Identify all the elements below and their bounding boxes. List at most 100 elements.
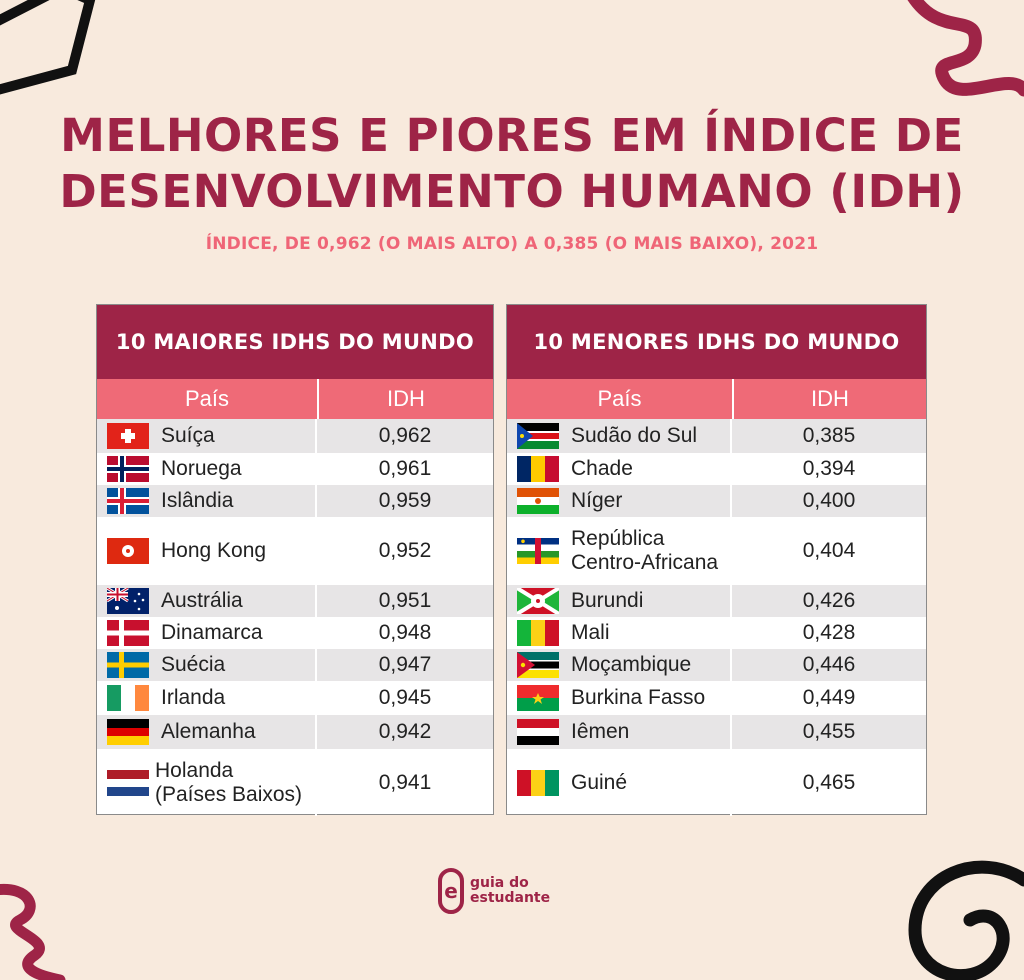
country-name: Suíça xyxy=(161,424,215,447)
country-name: Níger xyxy=(571,489,623,512)
country-name: Alemanha xyxy=(161,720,256,743)
denmark-flag-icon xyxy=(107,620,149,646)
spiral-decoration xyxy=(908,860,1024,980)
sweden-flag-icon xyxy=(107,652,149,678)
logo-text-line-1: guia do xyxy=(470,875,529,891)
table-row: Moçambique 0,446 xyxy=(507,649,926,681)
idh-value: 0,959 xyxy=(378,489,432,512)
niger-flag-icon xyxy=(517,488,559,514)
idh-value: 0,394 xyxy=(802,457,856,480)
south-sudan-flag-icon xyxy=(517,423,559,449)
idh-value: 0,449 xyxy=(802,686,856,709)
bottom-table-heading: 10 MENORES IDHS DO MUNDO xyxy=(507,305,926,379)
country-name: República Centro-Africana xyxy=(571,527,719,574)
idh-value: 0,455 xyxy=(802,720,856,743)
table-row: Suécia 0,947 xyxy=(97,649,493,681)
top-hdi-table: 10 MAIORES IDHS DO MUNDO País IDH Suíça … xyxy=(96,304,494,816)
hong-kong-flag-icon xyxy=(107,538,149,564)
idh-value: 0,426 xyxy=(802,589,856,612)
table-row: Noruega 0,961 xyxy=(97,453,493,485)
idh-value: 0,948 xyxy=(378,621,432,644)
logo-text-line-2: estudante xyxy=(470,890,551,906)
country-name: Dinamarca xyxy=(161,621,263,644)
idh-value: 0,428 xyxy=(802,621,856,644)
guinea-flag-icon xyxy=(517,769,559,796)
idh-value: 0,945 xyxy=(378,686,432,709)
country-name: Suécia xyxy=(161,653,226,676)
idh-value: 0,446 xyxy=(802,653,856,676)
australia-flag-icon xyxy=(107,588,149,614)
idh-value: 0,947 xyxy=(378,653,432,676)
idh-value: 0,941 xyxy=(378,770,432,794)
page-subtitle: ÍNDICE, DE 0,962 (O MAIS ALTO) A 0,385 (… xyxy=(205,234,819,254)
table-row: Dinamarca 0,948 xyxy=(97,617,493,649)
ireland-flag-icon xyxy=(107,685,149,711)
idh-value: 0,951 xyxy=(378,589,432,612)
table-row: Sudão do Sul 0,385 xyxy=(507,419,926,453)
country-name: Burkina Fasso xyxy=(571,686,706,709)
table-row: Guiné 0,465 xyxy=(507,749,926,816)
country-name: Iêmen xyxy=(571,720,630,743)
zigzag-decoration-bottom-left xyxy=(0,883,66,980)
column-header-idh: IDH xyxy=(811,386,849,411)
table-row: Níger 0,400 xyxy=(507,485,926,517)
guia-do-estudante-logo: e guia do estudante xyxy=(438,866,550,916)
country-name: Chade xyxy=(571,457,633,480)
country-name: Irlanda xyxy=(161,686,226,709)
mali-flag-icon xyxy=(517,620,559,646)
central-african-republic-flag-icon xyxy=(517,538,559,564)
table-row: Iêmen 0,455 xyxy=(507,715,926,749)
idh-value: 0,942 xyxy=(378,720,432,743)
column-header-country: País xyxy=(507,379,734,419)
table-row: República Centro-Africana 0,404 xyxy=(507,517,926,585)
table-row: Hong Kong 0,952 xyxy=(97,517,493,585)
square-outline-decoration xyxy=(0,0,96,95)
country-name: Mali xyxy=(571,621,610,644)
germany-flag-icon xyxy=(107,719,149,745)
burundi-flag-icon xyxy=(517,588,559,614)
logo-icon: e xyxy=(438,868,464,914)
table-row: Mali 0,428 xyxy=(507,617,926,649)
top-table-heading: 10 MAIORES IDHS DO MUNDO xyxy=(97,305,493,379)
idh-value: 0,404 xyxy=(802,539,856,562)
column-header-country: País xyxy=(97,379,319,419)
table-row: Islândia 0,959 xyxy=(97,485,493,517)
country-name: Hong Kong xyxy=(161,539,267,562)
country-name: Islândia xyxy=(161,489,234,512)
idh-value: 0,400 xyxy=(802,489,856,512)
title-line-1: MELHORES E PIORES EM ÍNDICE DE xyxy=(60,109,964,162)
idh-value: 0,465 xyxy=(802,770,856,794)
country-name: Sudão do Sul xyxy=(571,424,698,447)
idh-value: 0,385 xyxy=(802,424,856,447)
country-name: Holanda (Países Baixos) xyxy=(155,758,303,806)
idh-value: 0,952 xyxy=(378,539,432,562)
iceland-flag-icon xyxy=(107,488,149,514)
table-row: Suíça 0,962 xyxy=(97,419,493,453)
country-name: Guiné xyxy=(571,770,628,794)
idh-value: 0,962 xyxy=(378,424,432,447)
bottom-hdi-table: 10 MENORES IDHS DO MUNDO País IDH Sudão … xyxy=(506,304,927,816)
burkina-faso-flag-icon xyxy=(517,685,559,711)
title-line-2: DESENVOLVIMENTO HUMANO (IDH) xyxy=(59,165,965,218)
country-name: Moçambique xyxy=(571,653,692,676)
country-name: Burundi xyxy=(571,589,644,612)
table-row: Burkina Fasso 0,449 xyxy=(507,681,926,715)
country-name: Austrália xyxy=(161,589,243,612)
logo-letter: e xyxy=(444,879,458,903)
netherlands-flag-icon xyxy=(107,769,149,796)
top-table-column-headers: País IDH xyxy=(97,379,493,419)
chad-flag-icon xyxy=(517,456,559,482)
table-row: Burundi 0,426 xyxy=(507,585,926,617)
table-row: Chade 0,394 xyxy=(507,453,926,485)
idh-value: 0,961 xyxy=(378,457,432,480)
table-row: Irlanda 0,945 xyxy=(97,681,493,715)
country-name: Noruega xyxy=(161,457,242,480)
page-title: MELHORES E PIORES EM ÍNDICE DE DESENVOLV… xyxy=(0,108,1024,220)
switzerland-flag-icon xyxy=(107,423,149,449)
yemen-flag-icon xyxy=(517,719,559,745)
mozambique-flag-icon xyxy=(517,652,559,678)
bottom-table-column-headers: País IDH xyxy=(507,379,926,419)
zigzag-decoration-top-right xyxy=(907,0,1024,97)
table-row: Holanda (Países Baixos) 0,941 xyxy=(97,749,493,816)
table-row: Austrália 0,951 xyxy=(97,585,493,617)
